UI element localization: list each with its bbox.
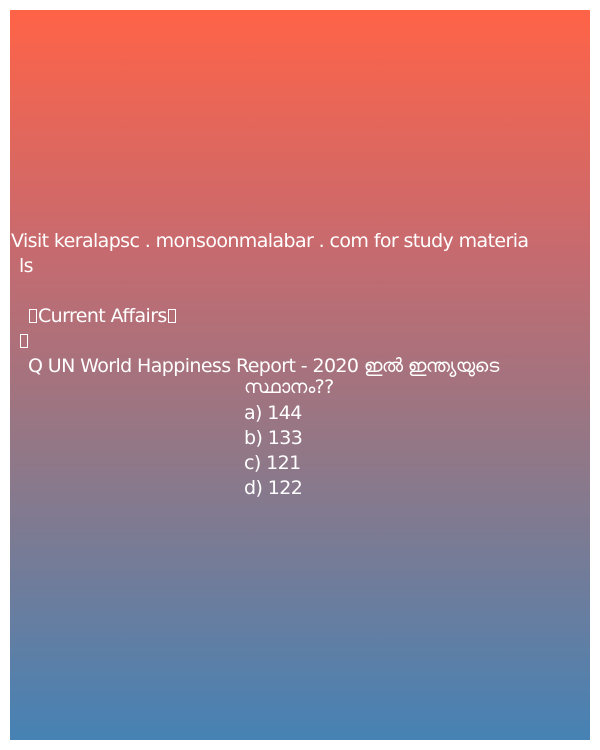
current-affairs-heading: Current Affairs <box>28 304 177 329</box>
question-text-line-2: സ്ഥാനം?? <box>244 376 334 398</box>
site-promo-line-2: ls <box>19 255 34 277</box>
option-b: b) 133 <box>244 427 303 449</box>
current-affairs-label: Current Affairs <box>38 305 167 327</box>
question-text-line-1: Q UN World Happiness Report - 2020 ഇൽ ഇന… <box>28 355 499 377</box>
separator-glyph <box>19 329 29 354</box>
option-a: a) 144 <box>244 402 302 424</box>
quiz-post-card: Visit keralapsc . monsoonmalabar . com f… <box>10 10 590 740</box>
missing-glyph-icon <box>167 309 176 323</box>
missing-glyph-icon <box>20 334 28 348</box>
site-promo-line-1: Visit keralapsc . monsoonmalabar . com f… <box>11 230 529 252</box>
option-c: c) 121 <box>244 452 301 474</box>
missing-glyph-icon <box>29 309 37 323</box>
option-d: d) 122 <box>244 477 303 499</box>
